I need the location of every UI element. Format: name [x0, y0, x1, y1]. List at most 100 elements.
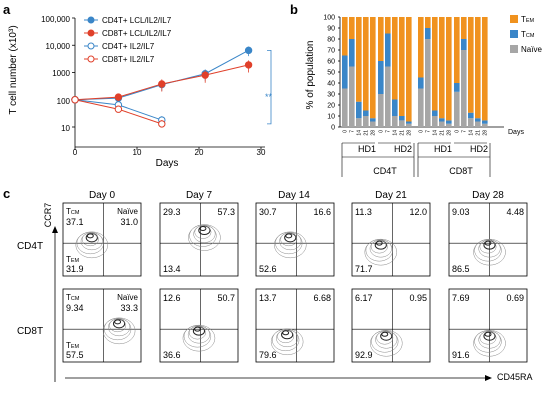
- legend-label: TCM: [521, 30, 535, 39]
- y-tick-label: 50: [327, 70, 335, 77]
- panel-c: c Day 0 Day 7 Day 14 Day 21 Day 28 CD4T …: [3, 186, 533, 382]
- bar-tcm: [349, 39, 355, 67]
- y-tick-labels: 10 100 1000 10,000 100,000: [41, 15, 70, 133]
- ccr7-axis-label: CCR7: [43, 203, 53, 228]
- day-tick-label: 28: [447, 130, 453, 136]
- significance-bracket: [267, 49, 272, 125]
- group-label-cd4t: CD4T: [373, 166, 397, 176]
- tcm-value: 30.7: [259, 207, 277, 217]
- panel-b-ylabel: % of population: [305, 41, 316, 110]
- contour-line: [473, 330, 506, 357]
- tem-value: 57.5: [66, 350, 84, 360]
- day-tick-label: 21: [400, 130, 406, 136]
- day-headers: Day 0 Day 7 Day 14 Day 21 Day 28: [89, 190, 504, 201]
- tem-value: 92.9: [355, 350, 373, 360]
- tcm-value: 12.6: [163, 293, 181, 303]
- y-tick-label: 30: [327, 92, 335, 99]
- contour-line: [284, 232, 297, 243]
- day-header: Day 28: [472, 190, 504, 201]
- tem-value: 91.6: [452, 350, 470, 360]
- contour-line: [76, 232, 104, 255]
- day-tick-label: 7: [426, 130, 432, 133]
- panel-a-legend: CD4T+ LCL/IL2/IL7 CD8T+ LCL/IL2/IL7 CD4T…: [84, 16, 172, 64]
- contour-line: [80, 232, 103, 251]
- group-label-cd8t: CD8T: [449, 166, 473, 176]
- contour-line: [271, 328, 300, 352]
- day-tick-label: 0: [419, 130, 425, 133]
- contour-line: [275, 232, 303, 255]
- bar-naive: [439, 121, 445, 127]
- bar-tcm: [392, 99, 398, 116]
- day-tick-label: 28: [371, 130, 377, 136]
- tem-value: 71.7: [355, 264, 373, 274]
- row-label-cd4t: CD4T: [17, 241, 43, 252]
- day-tick-label: 0: [343, 130, 349, 133]
- naive-value: 50.7: [217, 293, 235, 303]
- contour-line: [102, 317, 136, 345]
- contour-line: [479, 240, 497, 254]
- contour-line: [108, 318, 131, 337]
- naive-value: 0.69: [506, 293, 524, 303]
- bar-tcm: [446, 120, 452, 124]
- day-tick-label: 0: [455, 130, 461, 133]
- data-point: [244, 46, 253, 55]
- tcm-value: 11.3: [355, 207, 372, 217]
- contour-line: [478, 239, 501, 258]
- tcm-value: 7.69: [452, 293, 470, 303]
- bar-tem: [468, 17, 474, 113]
- contour-line: [198, 225, 211, 236]
- contour-line: [103, 318, 132, 341]
- flow-plot-grid: 37.1 31.0 31.9 TCM Naïve TEM 29.3 57.3 13.4 30.7 1…: [62, 202, 528, 363]
- bar-tem: [475, 17, 481, 119]
- contour-line: [81, 232, 99, 247]
- y-tick-label: 10: [327, 114, 335, 121]
- contour-line: [187, 325, 210, 344]
- row-label-cd8t: CD8T: [17, 326, 43, 337]
- bar-naive: [399, 120, 405, 127]
- data-point: [244, 61, 253, 69]
- bar-naive: [461, 50, 467, 127]
- data-point: [71, 96, 79, 104]
- y-tick-label: 0: [331, 125, 335, 132]
- day-tick-label: 14: [357, 130, 363, 136]
- legend-swatch-naive: [510, 45, 518, 53]
- contour-line: [474, 239, 502, 262]
- contour-line: [279, 232, 302, 251]
- bar-tcm: [475, 118, 481, 122]
- y-tick-label: 10,000: [46, 42, 71, 51]
- x-tick-label: 30: [257, 148, 266, 157]
- donor-label: HD1: [434, 144, 452, 154]
- bar-tem: [482, 17, 488, 121]
- naive-value: 6.68: [313, 293, 331, 303]
- legend-marker: [87, 55, 95, 63]
- legend-marker: [87, 42, 95, 50]
- bar-naive: [418, 88, 424, 127]
- contour-line: [483, 240, 496, 250]
- day-tick-label: 7: [350, 130, 356, 133]
- contour-line: [276, 329, 299, 348]
- flow-plot: 6.17 0.95 92.9: [351, 288, 431, 363]
- legend-marker: [87, 29, 95, 37]
- flow-plot: 12.6 50.7 36.6: [159, 288, 239, 363]
- bar-naive: [475, 121, 481, 127]
- contour-line: [370, 240, 388, 254]
- plot-frame: [351, 288, 431, 363]
- panel-a-plot-area: [71, 17, 272, 150]
- day-tick-label: 14: [393, 130, 399, 136]
- contour-line: [374, 240, 387, 250]
- bar-naive: [342, 88, 348, 127]
- legend-marker: [87, 16, 95, 24]
- contour-line: [109, 318, 127, 333]
- bar-tcm: [406, 121, 412, 124]
- y-tick-label: 60: [327, 59, 335, 66]
- tcm-value: 13.7: [259, 293, 277, 303]
- y-tick-label: 40: [327, 81, 335, 88]
- bar-naive: [370, 121, 376, 127]
- naive-value: 12.0: [409, 207, 427, 217]
- y-tick-label: 100: [57, 97, 71, 106]
- tem-quadrant-label: TEM: [66, 341, 80, 350]
- day-header: Day 14: [278, 190, 310, 201]
- tcm-value: 29.3: [163, 207, 181, 217]
- contour-line: [277, 329, 295, 344]
- naive-value: 0.95: [409, 293, 427, 303]
